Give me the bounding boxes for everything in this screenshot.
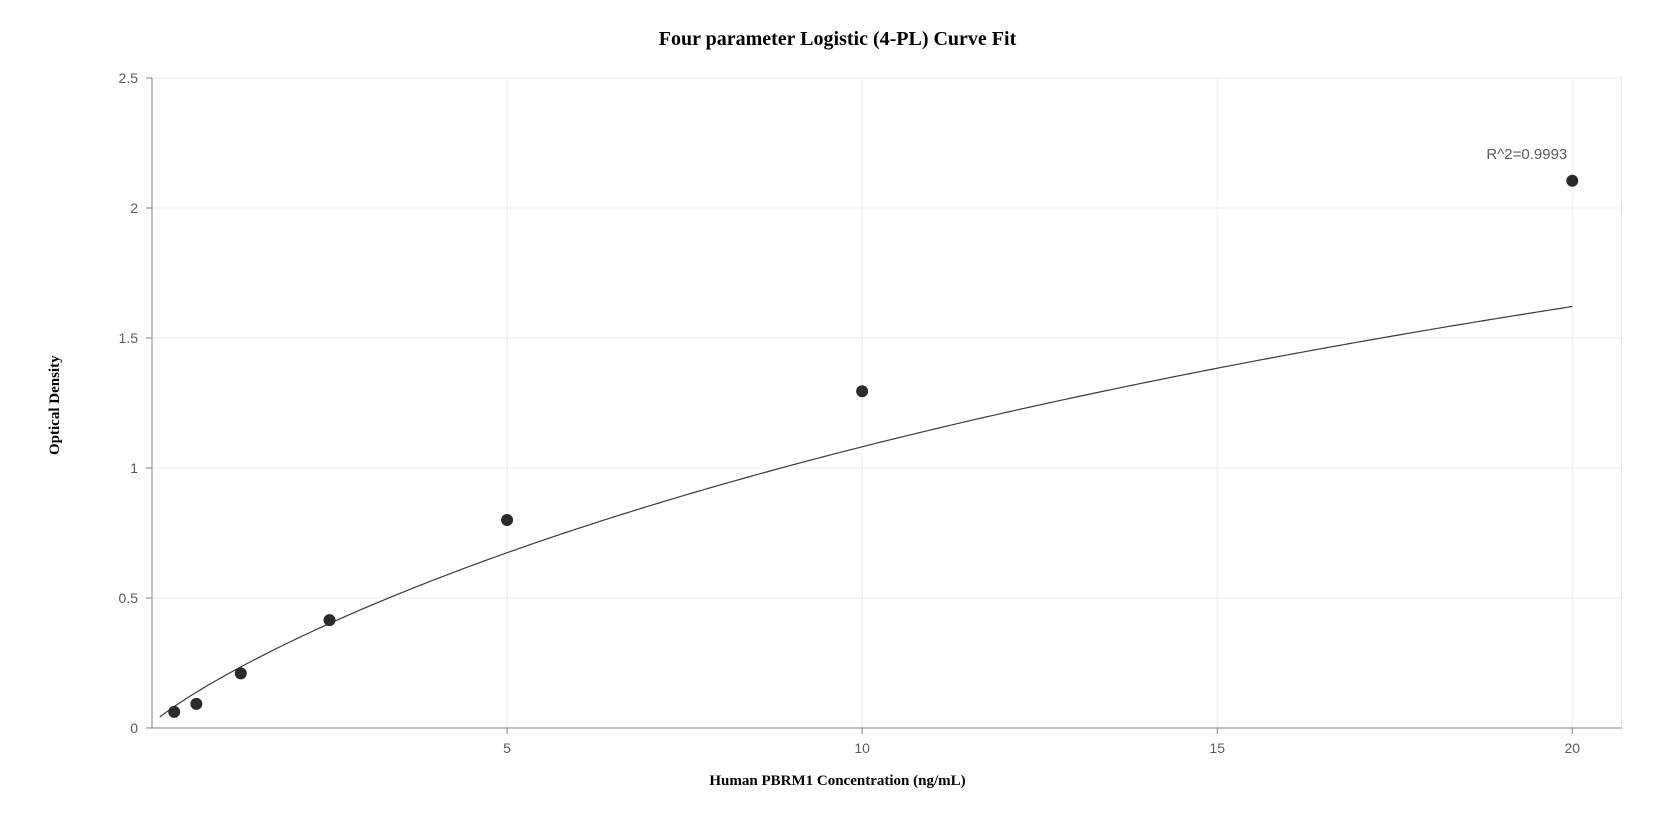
y-tick-label: 0	[130, 720, 138, 736]
data-point	[1566, 175, 1578, 187]
y-tick-label: 1	[130, 460, 138, 476]
y-axis-label: Optical Density	[47, 355, 64, 455]
data-point	[235, 667, 247, 679]
plot-area	[152, 78, 1622, 728]
y-tick-label: 2.5	[119, 70, 138, 86]
data-point	[856, 385, 868, 397]
y-tick-label: 1.5	[119, 330, 138, 346]
data-point	[168, 706, 180, 718]
x-tick-label: 15	[1209, 740, 1225, 756]
data-point	[190, 698, 202, 710]
y-tick-label: 2	[130, 200, 138, 216]
data-point	[324, 614, 336, 626]
r-squared-annotation: R^2=0.9993	[1486, 146, 1567, 163]
x-axis-label: Human PBRM1 Concentration (ng/mL)	[0, 773, 1675, 790]
y-tick-label: 0.5	[119, 590, 138, 606]
fit-curve	[160, 307, 1572, 718]
x-tick-label: 20	[1564, 740, 1580, 756]
chart-title: Four parameter Logistic (4-PL) Curve Fit	[0, 28, 1675, 51]
chart-container: Four parameter Logistic (4-PL) Curve Fit…	[0, 0, 1675, 840]
data-point	[501, 514, 513, 526]
chart-svg	[152, 78, 1622, 728]
x-tick-label: 5	[503, 740, 511, 756]
x-tick-label: 10	[854, 740, 870, 756]
